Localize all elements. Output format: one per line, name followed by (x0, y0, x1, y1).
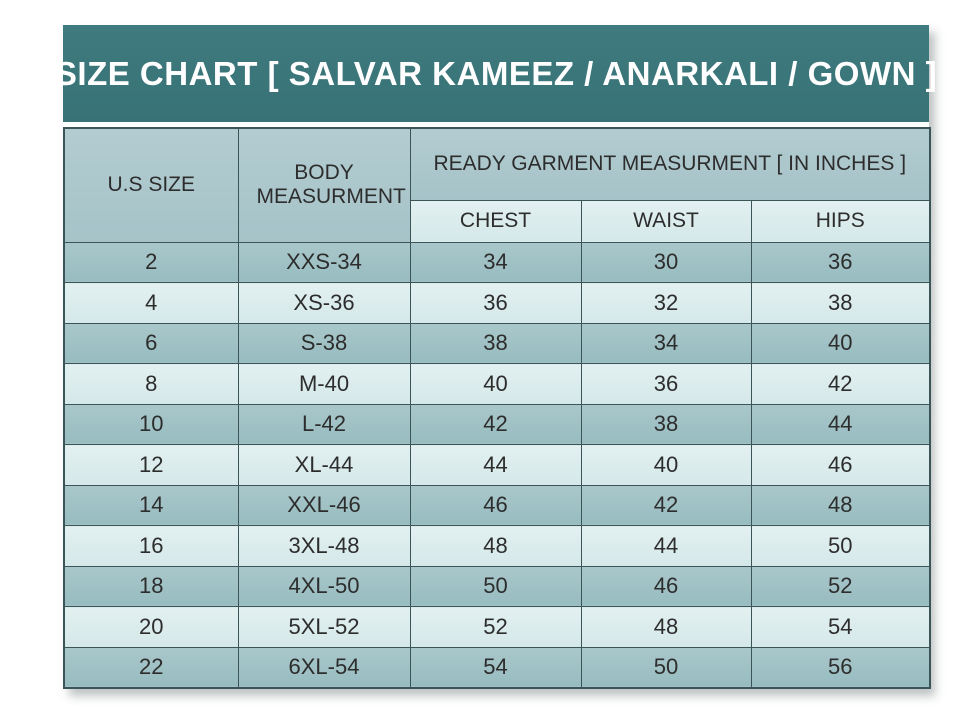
table-cell: 54 (409, 646, 582, 688)
table-cell: 52 (750, 565, 931, 607)
chart-title: SIZE CHART [ SALVAR KAMEEZ / ANARKALI / … (54, 54, 938, 92)
table-cell: XXS-34 (237, 241, 411, 283)
size-chart: SIZE CHART [ SALVAR KAMEEZ / ANARKALI / … (55, 25, 937, 689)
table-cell: 4 (63, 282, 239, 324)
table-cell: 38 (750, 282, 931, 324)
table-cell: 36 (750, 241, 931, 283)
table-cell: S-38 (237, 322, 411, 364)
table-cell: 40 (580, 444, 752, 486)
col-header-chest: CHEST (409, 199, 582, 243)
table-cell: 50 (409, 565, 582, 607)
table-row: 16 3XL-48 48 44 50 (63, 525, 931, 567)
table-cell: 18 (63, 565, 239, 607)
table-row: 14 XXL-46 46 42 48 (63, 484, 931, 526)
table-cell: L-42 (237, 403, 411, 445)
table-row: 2 XXS-34 34 30 36 (63, 241, 931, 283)
table-row: 18 4XL-50 50 46 52 (63, 565, 931, 607)
table-row: 4 XS-36 36 32 38 (63, 282, 931, 324)
table-row: 12 XL-44 44 40 46 (63, 444, 931, 486)
table-cell: 40 (750, 322, 931, 364)
table-cell: 46 (750, 444, 931, 486)
chart-title-band: SIZE CHART [ SALVAR KAMEEZ / ANARKALI / … (55, 25, 937, 122)
table-cell: 3XL-48 (237, 525, 411, 567)
col-header-waist: WAIST (580, 199, 752, 243)
header-row-sub: CHEST WAIST HIPS (64, 199, 931, 243)
table-cell: 50 (750, 525, 931, 567)
col-header-us-size: U.S SIZE (63, 127, 239, 243)
table-cell: 48 (580, 606, 752, 648)
table-cell: 10 (63, 403, 239, 445)
title-table-divider (63, 122, 929, 127)
header-row-main: U.S SIZE BODY MEASURMENT READY GARMENT M… (63, 127, 931, 243)
table-cell: 50 (580, 646, 752, 688)
table-cell: 36 (580, 363, 752, 405)
table-cell: 30 (580, 241, 752, 283)
table-cell: 34 (580, 322, 752, 364)
table-row: 8 M-40 40 36 42 (63, 363, 931, 405)
table-cell: 8 (63, 363, 239, 405)
table-row: 10 L-42 42 38 44 (63, 403, 931, 445)
size-table: U.S SIZE BODY MEASURMENT READY GARMENT M… (63, 127, 931, 689)
table-cell: 5XL-52 (237, 606, 411, 648)
table-cell: 54 (750, 606, 931, 648)
table-row: 6 S-38 38 34 40 (63, 322, 931, 364)
table-cell: 48 (409, 525, 582, 567)
table-cell: 32 (580, 282, 752, 324)
col-header-ready-garment: READY GARMENT MEASURMENT [ IN INCHES ] (409, 127, 931, 201)
table-cell: 46 (409, 484, 582, 526)
table-row: 20 5XL-52 52 48 54 (63, 606, 931, 648)
table-cell: 52 (409, 606, 582, 648)
table-cell: 44 (580, 525, 752, 567)
table-cell: 42 (409, 403, 582, 445)
table-cell: 56 (750, 646, 931, 688)
table-cell: 16 (63, 525, 239, 567)
table-cell: 44 (409, 444, 582, 486)
table-cell: XXL-46 (237, 484, 411, 526)
table-cell: 22 (63, 646, 239, 688)
table-cell: 40 (409, 363, 582, 405)
table-cell: 6XL-54 (237, 646, 411, 688)
table-cell: 14 (63, 484, 239, 526)
table-cell: 42 (580, 484, 752, 526)
table-cell: 44 (750, 403, 931, 445)
table-cell: M-40 (237, 363, 411, 405)
table-cell: XS-36 (237, 282, 411, 324)
table-cell: 42 (750, 363, 931, 405)
table-cell: 4XL-50 (237, 565, 411, 607)
table-cell: 46 (580, 565, 752, 607)
table-cell: 12 (63, 444, 239, 486)
table-cell: 48 (750, 484, 931, 526)
col-header-body-measurement: BODY MEASURMENT (237, 127, 411, 243)
table-row: 22 6XL-54 54 50 56 (63, 646, 931, 688)
table-cell: 36 (409, 282, 582, 324)
table-cell: 2 (63, 241, 239, 283)
table-cell: 6 (63, 322, 239, 364)
table-cell: 38 (409, 322, 582, 364)
table-cell: 34 (409, 241, 582, 283)
col-header-hips: HIPS (750, 199, 931, 243)
table-cell: 20 (63, 606, 239, 648)
table-cell: XL-44 (237, 444, 411, 486)
table-cell: 38 (580, 403, 752, 445)
